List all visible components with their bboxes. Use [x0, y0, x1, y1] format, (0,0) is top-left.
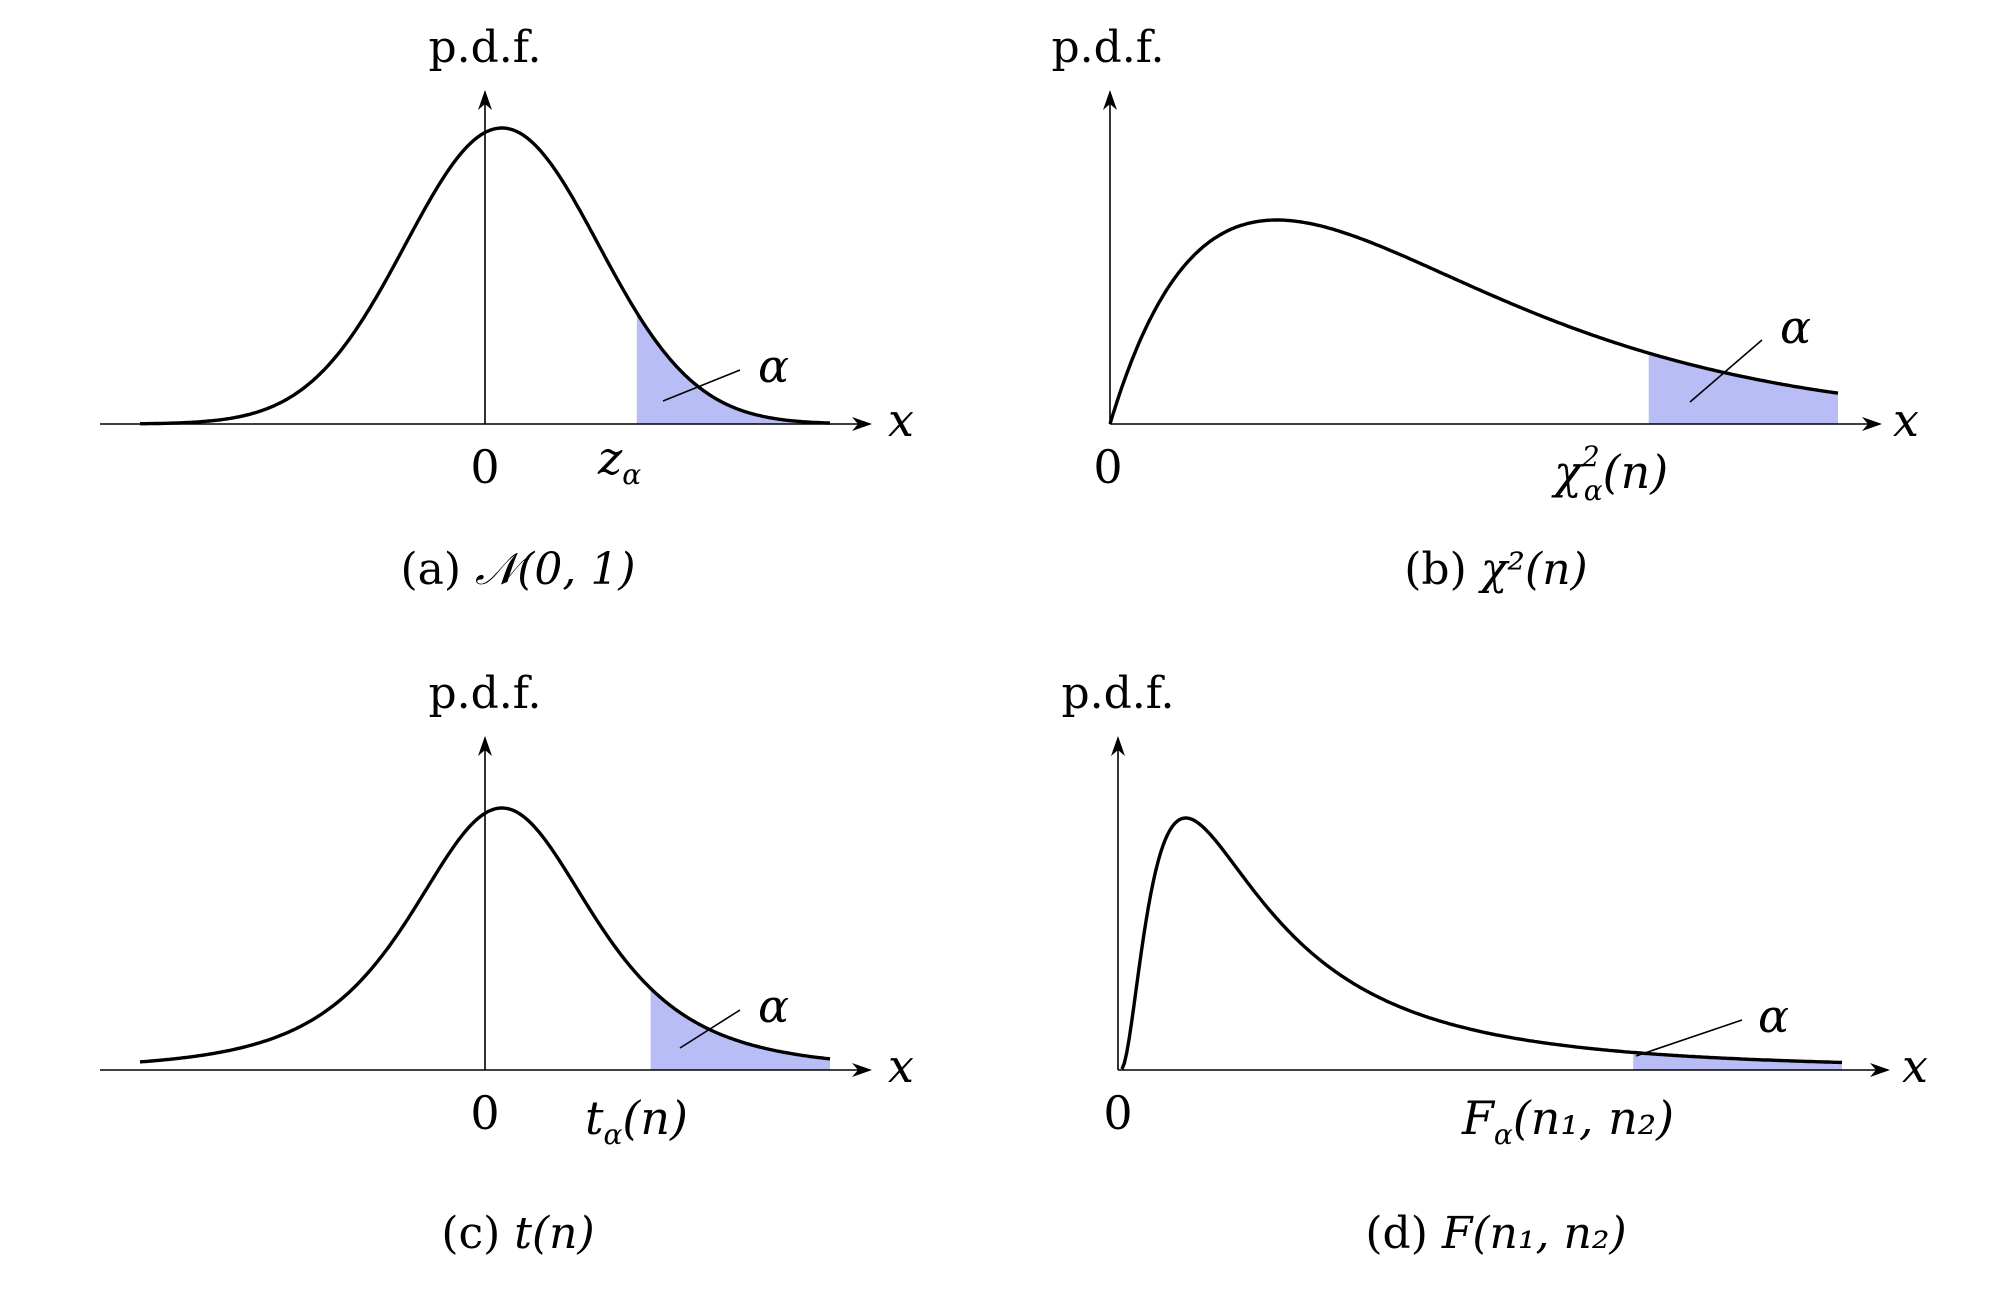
alpha-leader-line: [1635, 1019, 1743, 1057]
panel-chi-square: p.d.f. x 0 χ2 α(n) α (b) χ²(n): [1051, 22, 1919, 595]
panel-normal: p.d.f. x 0 zα α (a) 𝒩(0, 1): [100, 22, 914, 595]
panel-f-distribution: p.d.f. x 0 Fα(n₁, n₂) α (d) F(n₁, n₂): [1061, 668, 1928, 1259]
critical-value-label: zα: [597, 431, 641, 491]
y-axis-label: p.d.f.: [1051, 22, 1164, 73]
alpha-label: α: [1780, 300, 1811, 354]
panel-student-t: p.d.f. x 0 tα(n) α (c) t(n): [100, 668, 914, 1259]
alpha-label: α: [1758, 989, 1789, 1043]
alpha-leader-line: [1689, 339, 1763, 403]
x-axis-label: x: [888, 393, 914, 447]
alpha-label: α: [758, 339, 789, 393]
chi-square-curve: [1108, 218, 1839, 425]
caption-b: (b) χ²(n): [1404, 544, 1587, 595]
origin-label: 0: [470, 440, 499, 494]
f-curve: [1120, 816, 1842, 1070]
y-axis-label: p.d.f.: [428, 22, 541, 73]
y-axis-label: p.d.f.: [428, 668, 541, 719]
normal-tail-area: [636, 312, 830, 424]
caption-c: (c) t(n): [441, 1208, 594, 1259]
caption-d: (d) F(n₁, n₂): [1365, 1208, 1626, 1259]
origin-label: 0: [1093, 440, 1122, 494]
alpha-leader-line: [679, 1009, 741, 1049]
critical-value-label: χ2 α(n): [1551, 440, 1668, 507]
t-curve: [139, 806, 831, 1064]
alpha-label: α: [758, 979, 789, 1033]
x-axis-label: x: [1893, 393, 1919, 447]
origin-label: 0: [1103, 1086, 1132, 1140]
y-axis-label: p.d.f.: [1061, 668, 1174, 719]
critical-value-label: tα(n): [585, 1091, 688, 1151]
origin-label: 0: [470, 1086, 499, 1140]
normal-curve: [140, 126, 831, 426]
t-tail-area: [650, 988, 830, 1070]
chi-square-tail-area: [1648, 353, 1838, 424]
alpha-leader-line: [662, 369, 741, 402]
x-axis-label: x: [1902, 1039, 1928, 1093]
x-axis-label: x: [888, 1039, 914, 1093]
critical-value-label: Fα(n₁, n₂): [1461, 1091, 1674, 1151]
caption-a: (a) 𝒩(0, 1): [400, 544, 635, 595]
